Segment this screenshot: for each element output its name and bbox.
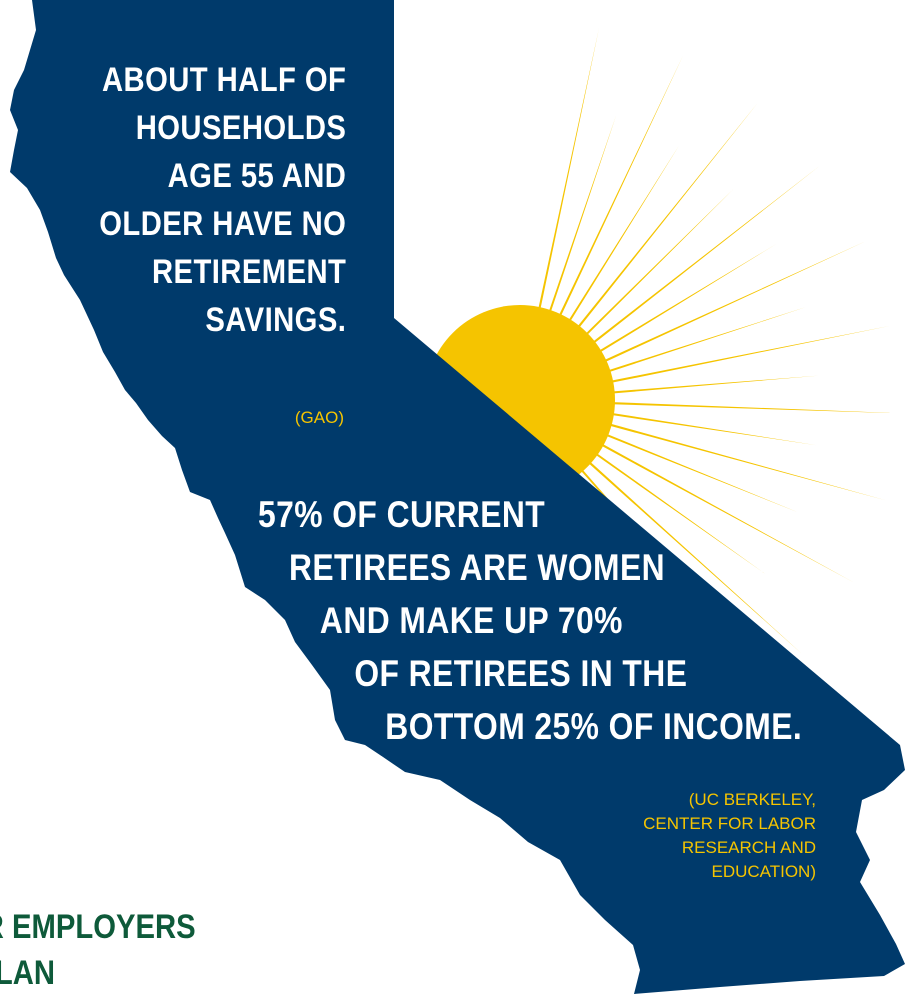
footer-heading-partial: R EMPLOYERS LAN — [0, 904, 258, 994]
stat-line: BOTTOM 25% OF INCOME. — [258, 700, 802, 753]
stat-line: RETIREES ARE WOMEN — [258, 541, 802, 594]
stat-line: HOUSEHOLDS — [99, 104, 346, 152]
stat-line: ABOUT HALF OF — [99, 56, 346, 104]
stat-line: OF RETIREES IN THE — [258, 647, 802, 700]
stat-line: AGE 55 AND — [99, 152, 346, 200]
source-line: EDUCATION) — [643, 860, 816, 884]
source-line: (UC BERKELEY, — [643, 788, 816, 812]
stat-line: SAVINGS. — [99, 296, 346, 344]
source-line: RESEARCH AND — [643, 836, 816, 860]
footer-line: LAN — [0, 950, 258, 994]
source-citation-uc-berkeley: (UC BERKELEY, CENTER FOR LABOR RESEARCH … — [643, 788, 816, 884]
stat-line: OLDER HAVE NO — [99, 200, 346, 248]
stat-women-retirees: 57% OF CURRENT RETIREES ARE WOMEN AND MA… — [258, 488, 802, 753]
stat-retirement-savings: ABOUT HALF OF HOUSEHOLDS AGE 55 AND OLDE… — [99, 56, 346, 344]
source-citation-gao: (GAO) — [295, 408, 344, 428]
stat-line: RETIREMENT — [99, 248, 346, 296]
footer-line: R EMPLOYERS — [0, 904, 258, 950]
stat-line: AND MAKE UP 70% — [258, 594, 802, 647]
source-line: CENTER FOR LABOR — [643, 812, 816, 836]
stat-line: 57% OF CURRENT — [258, 488, 802, 541]
